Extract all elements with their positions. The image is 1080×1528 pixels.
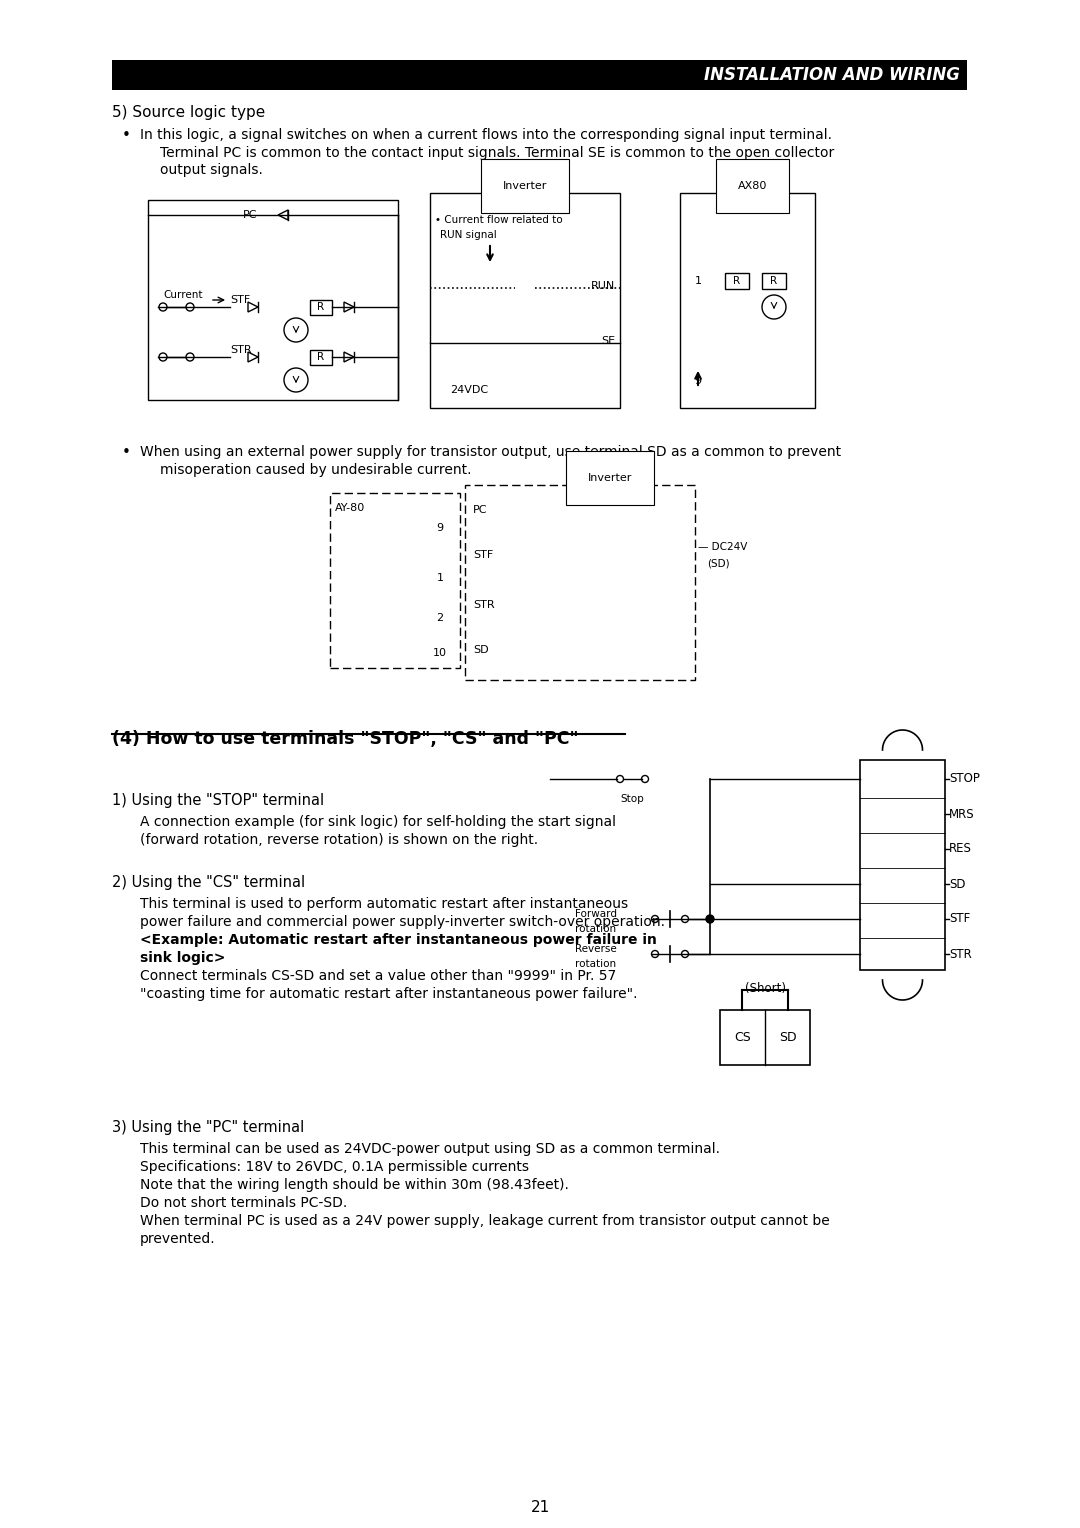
Text: STF: STF	[230, 295, 251, 306]
Text: Stop: Stop	[621, 795, 645, 804]
Text: SD: SD	[949, 877, 966, 891]
Text: Specifications: 18V to 26VDC, 0.1A permissible currents: Specifications: 18V to 26VDC, 0.1A permi…	[140, 1160, 529, 1174]
Text: (forward rotation, reverse rotation) is shown on the right.: (forward rotation, reverse rotation) is …	[140, 833, 538, 847]
Text: AX80: AX80	[738, 180, 767, 191]
Text: •: •	[122, 445, 131, 460]
Text: CS: CS	[734, 1031, 751, 1044]
Text: rotation: rotation	[575, 960, 616, 969]
Text: When terminal PC is used as a 24V power supply, leakage current from transistor : When terminal PC is used as a 24V power …	[140, 1215, 829, 1229]
Text: STF: STF	[473, 550, 494, 559]
Text: AY-80: AY-80	[335, 503, 365, 513]
Text: PC: PC	[243, 209, 257, 220]
Bar	[430, 193, 620, 408]
Text: R: R	[733, 277, 741, 286]
Text: Inverter: Inverter	[588, 474, 632, 483]
Text: When using an external power supply for transistor output, use terminal SD as a : When using an external power supply for …	[140, 445, 841, 458]
Circle shape	[681, 950, 689, 958]
Text: SE: SE	[600, 336, 615, 345]
Text: Inverter: Inverter	[503, 180, 548, 191]
Text: STF: STF	[949, 912, 970, 926]
Text: Connect terminals CS-SD and set a value other than "9999" in Pr. 57: Connect terminals CS-SD and set a value …	[140, 969, 617, 983]
Bar	[148, 200, 399, 400]
Text: INSTALLATION AND WIRING: INSTALLATION AND WIRING	[704, 66, 960, 84]
Bar	[860, 759, 945, 970]
Text: "coasting time for automatic restart after instantaneous power failure".: "coasting time for automatic restart aft…	[140, 987, 637, 1001]
Text: SD: SD	[473, 645, 488, 656]
Bar	[310, 299, 332, 315]
Text: RUN: RUN	[591, 281, 615, 290]
Circle shape	[159, 353, 167, 361]
Circle shape	[284, 368, 308, 393]
Text: This terminal is used to perform automatic restart after instantaneous: This terminal is used to perform automat…	[140, 897, 629, 911]
Text: • Current flow related to: • Current flow related to	[435, 215, 563, 225]
Text: 1: 1	[436, 573, 444, 584]
Circle shape	[159, 303, 167, 312]
Text: 2) Using the "CS" terminal: 2) Using the "CS" terminal	[112, 876, 306, 889]
Text: R: R	[770, 277, 778, 286]
Bar	[680, 193, 815, 408]
Text: •: •	[122, 128, 131, 144]
Text: 5) Source logic type: 5) Source logic type	[112, 105, 266, 121]
Text: prevented.: prevented.	[140, 1232, 216, 1245]
Text: Current: Current	[163, 290, 203, 299]
Text: RES: RES	[949, 842, 972, 856]
Bar	[725, 274, 750, 289]
Text: R: R	[318, 351, 325, 362]
Text: Forward: Forward	[575, 909, 617, 918]
Text: Reverse: Reverse	[575, 944, 617, 953]
Text: STR: STR	[949, 947, 972, 961]
Circle shape	[762, 295, 786, 319]
Text: This terminal can be used as 24VDC-power output using SD as a common terminal.: This terminal can be used as 24VDC-power…	[140, 1141, 720, 1157]
Text: 2: 2	[436, 613, 444, 623]
Text: 10: 10	[433, 648, 447, 659]
Text: Terminal PC is common to the contact input signals. Terminal SE is common to the: Terminal PC is common to the contact inp…	[160, 147, 834, 160]
Text: 1) Using the "STOP" terminal: 1) Using the "STOP" terminal	[112, 793, 324, 808]
Text: R: R	[318, 303, 325, 312]
Text: RUN signal: RUN signal	[440, 231, 497, 240]
Bar	[310, 350, 332, 365]
Text: 9: 9	[694, 376, 702, 387]
Bar	[720, 1010, 810, 1065]
Circle shape	[706, 915, 714, 923]
Text: 9: 9	[436, 523, 444, 533]
Bar	[465, 484, 696, 680]
Bar	[112, 60, 967, 90]
Text: In this logic, a signal switches on when a current flows into the corresponding : In this logic, a signal switches on when…	[140, 128, 832, 142]
Text: STOP: STOP	[949, 773, 980, 785]
Text: STR: STR	[230, 345, 252, 354]
Text: Do not short terminals PC-SD.: Do not short terminals PC-SD.	[140, 1196, 348, 1210]
Bar	[330, 494, 460, 668]
Text: (4) How to use terminals "STOP", "CS" and "PC": (4) How to use terminals "STOP", "CS" an…	[112, 730, 579, 749]
Text: SD: SD	[779, 1031, 796, 1044]
Text: (Short): (Short)	[744, 983, 785, 995]
Text: (SD): (SD)	[707, 558, 730, 568]
Circle shape	[651, 915, 659, 923]
Text: misoperation caused by undesirable current.: misoperation caused by undesirable curre…	[160, 463, 472, 477]
Text: 24VDC: 24VDC	[450, 385, 488, 396]
Text: <Example: Automatic restart after instantaneous power failure in: <Example: Automatic restart after instan…	[140, 934, 657, 947]
Text: PC: PC	[473, 504, 487, 515]
Text: sink logic>: sink logic>	[140, 950, 226, 966]
Text: A connection example (for sink logic) for self-holding the start signal: A connection example (for sink logic) fo…	[140, 814, 616, 830]
Circle shape	[681, 915, 689, 923]
Text: — DC24V: — DC24V	[698, 542, 747, 552]
Text: output signals.: output signals.	[160, 163, 262, 177]
Text: 3) Using the "PC" terminal: 3) Using the "PC" terminal	[112, 1120, 305, 1135]
Text: rotation: rotation	[575, 924, 616, 934]
Circle shape	[186, 353, 194, 361]
Text: Note that the wiring length should be within 30m (98.43feet).: Note that the wiring length should be wi…	[140, 1178, 569, 1192]
Text: power failure and commercial power supply-inverter switch-over operation.: power failure and commercial power suppl…	[140, 915, 665, 929]
Bar	[762, 274, 786, 289]
Text: MRS: MRS	[949, 807, 974, 821]
Circle shape	[617, 776, 623, 782]
Text: 1: 1	[694, 277, 702, 286]
Text: STR: STR	[473, 601, 495, 610]
Circle shape	[651, 950, 659, 958]
Text: 21: 21	[530, 1500, 550, 1514]
Circle shape	[284, 318, 308, 342]
Circle shape	[186, 303, 194, 312]
Circle shape	[642, 776, 648, 782]
